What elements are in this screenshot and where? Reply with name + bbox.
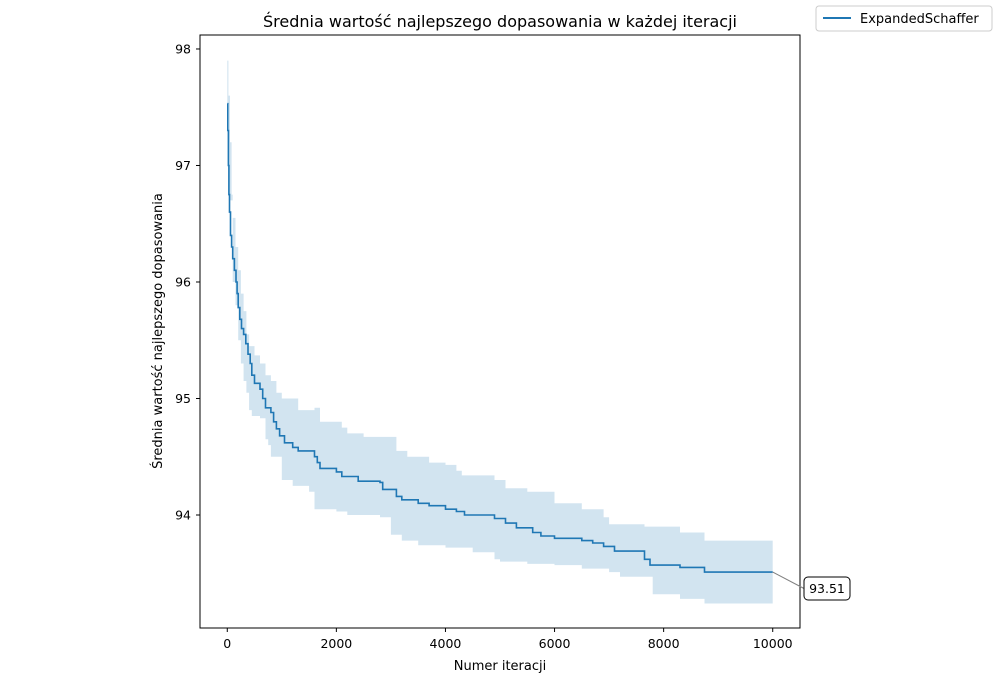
y-tick-label: 96 <box>175 274 191 289</box>
y-tick-label: 97 <box>175 158 191 173</box>
y-tick-label: 94 <box>175 507 191 522</box>
annotation-label: 93.51 <box>809 581 845 596</box>
confidence-band-layer <box>227 60 773 604</box>
series-line-expandedschaffer <box>227 102 773 573</box>
annotation-layer: 93.51 <box>772 571 851 601</box>
y-tick-label: 95 <box>175 391 191 406</box>
confidence-band-expandedschaffer <box>227 60 773 604</box>
series-line-layer <box>227 102 773 573</box>
y-axis-ticks: 94 95 96 97 98 <box>175 41 200 522</box>
x-tick-label: 10000 <box>753 636 793 651</box>
x-tick-label: 8000 <box>648 636 680 651</box>
legend-box <box>815 5 993 32</box>
x-tick-label: 4000 <box>430 636 462 651</box>
x-axis-label: Numer iteracji <box>454 659 547 674</box>
y-axis-label: Średnia wartość najlepszego dopasowania <box>150 193 166 469</box>
plot-frame <box>199 34 801 629</box>
legend-label-expandedschaffer: ExpandedSchaffer <box>860 12 979 27</box>
x-axis-ticks: 0 2000 4000 6000 8000 10000 <box>223 628 793 651</box>
annotation-box <box>803 576 851 601</box>
x-tick-label: 6000 <box>539 636 571 651</box>
legend: ExpandedSchaffer <box>815 5 993 32</box>
x-tick-label: 0 <box>223 636 231 651</box>
x-tick-label: 2000 <box>320 636 352 651</box>
annotation-connector <box>772 571 805 589</box>
chart-title: Średnia wartość najlepszego dopasowania … <box>263 12 737 31</box>
y-tick-label: 98 <box>175 41 191 56</box>
